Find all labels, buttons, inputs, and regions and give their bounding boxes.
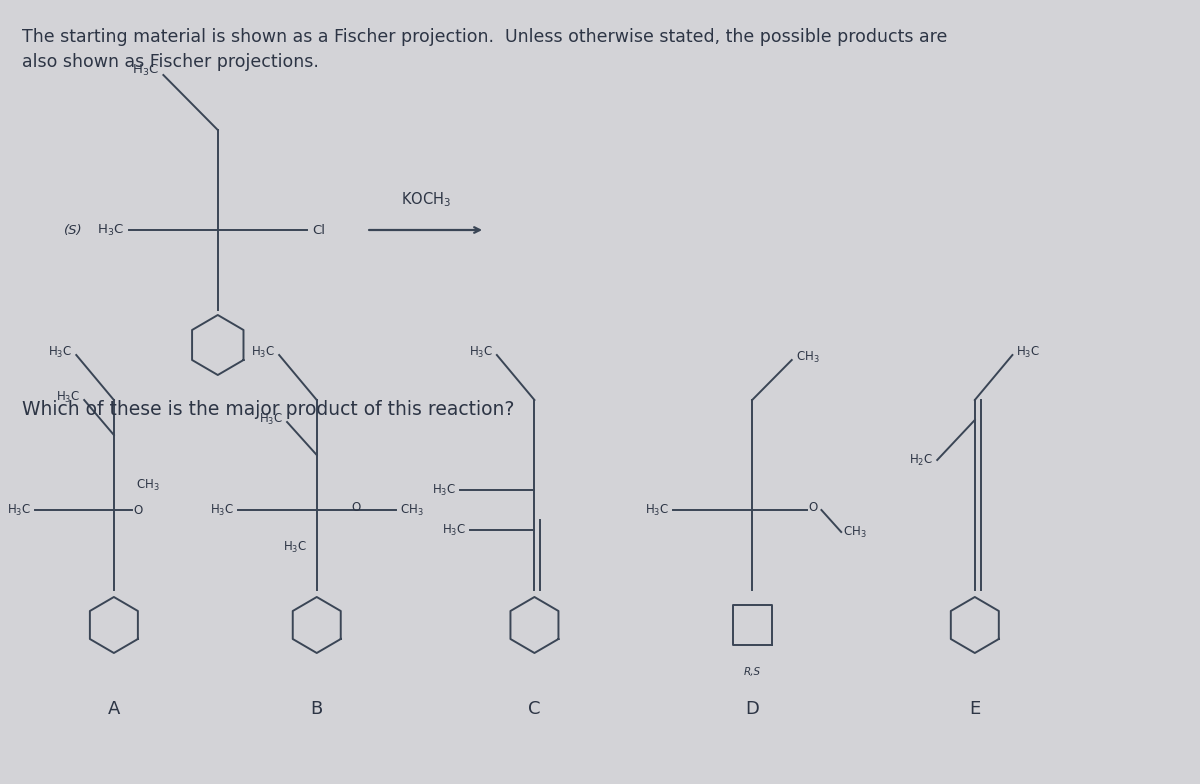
Text: CH$_3$: CH$_3$	[844, 524, 866, 539]
Text: H$_3$C: H$_3$C	[469, 344, 493, 360]
Text: H$_3$C: H$_3$C	[442, 522, 466, 538]
Text: B: B	[311, 700, 323, 718]
Text: A: A	[108, 700, 120, 718]
Text: O: O	[133, 503, 143, 517]
Text: KOCH$_3$: KOCH$_3$	[401, 191, 451, 209]
Text: H$_3$C: H$_3$C	[644, 503, 670, 517]
Text: CH$_3$: CH$_3$	[400, 503, 424, 517]
Text: H$_3$C: H$_3$C	[7, 503, 31, 517]
Text: H$_3$C: H$_3$C	[432, 482, 456, 498]
Text: H$_3$C: H$_3$C	[210, 503, 234, 517]
Text: H$_3$C: H$_3$C	[48, 344, 72, 360]
Text: H$_3$C: H$_3$C	[97, 223, 124, 238]
Text: Cl: Cl	[312, 223, 325, 237]
Text: O: O	[809, 500, 818, 514]
Text: H$_2$C: H$_2$C	[910, 452, 934, 467]
Text: CH$_3$: CH$_3$	[796, 350, 820, 365]
Text: H$_3$C: H$_3$C	[132, 63, 158, 78]
Text: C: C	[528, 700, 541, 718]
Text: The starting material is shown as a Fischer projection.  Unless otherwise stated: The starting material is shown as a Fisc…	[22, 28, 947, 71]
Text: Which of these is the major product of this reaction?: Which of these is the major product of t…	[22, 400, 515, 419]
Text: (S): (S)	[65, 223, 83, 237]
Text: H$_3$C: H$_3$C	[56, 390, 80, 405]
Text: O: O	[352, 500, 361, 514]
Text: D: D	[745, 700, 760, 718]
Text: H$_3$C: H$_3$C	[283, 540, 307, 555]
Text: CH$_3$: CH$_3$	[136, 477, 160, 492]
Text: H$_3$C: H$_3$C	[1016, 344, 1040, 360]
Text: H$_3$C: H$_3$C	[251, 344, 275, 360]
Text: R,S: R,S	[744, 667, 761, 677]
Text: E: E	[970, 700, 980, 718]
Text: H$_3$C: H$_3$C	[259, 412, 283, 426]
